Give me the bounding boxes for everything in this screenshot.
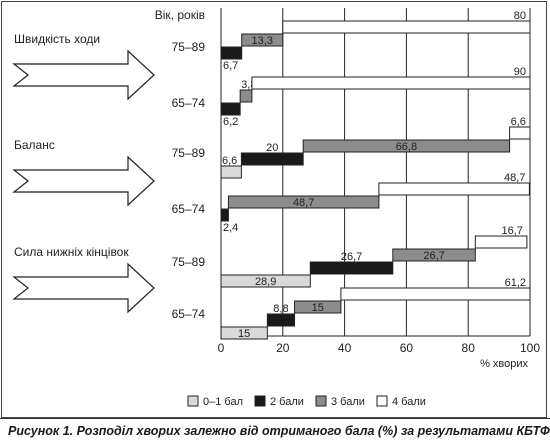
legend-label: 0–1 бал bbox=[203, 396, 243, 408]
data-label: 6,6 bbox=[511, 116, 526, 128]
age-group-label: 75–89 bbox=[172, 40, 206, 54]
data-label: 15 bbox=[312, 302, 324, 314]
bar-segment bbox=[220, 102, 241, 116]
bar-segment bbox=[220, 326, 268, 340]
data-label: 66,8 bbox=[396, 141, 417, 153]
bar-segment bbox=[378, 182, 530, 196]
data-label: 26,7 bbox=[423, 250, 444, 262]
legend-label: 2 бали bbox=[270, 396, 304, 408]
bar-segment bbox=[220, 208, 229, 222]
data-label: 6,2 bbox=[223, 116, 238, 128]
group-arrow-icon bbox=[12, 155, 155, 207]
group-label: Швидкість ходи bbox=[14, 32, 100, 46]
legend-swatch bbox=[254, 395, 266, 407]
x-tick-label: 100 bbox=[520, 341, 540, 355]
bar-segment bbox=[241, 33, 284, 47]
legend-label: 4 бали bbox=[392, 396, 426, 408]
data-label: 2,4 bbox=[223, 222, 238, 234]
group-label: Баланс bbox=[14, 138, 55, 152]
data-label: 26,7 bbox=[341, 251, 362, 263]
caption-separator bbox=[0, 418, 550, 419]
figure-caption: Рисунок 1. Розподіл хворих залежно від о… bbox=[8, 424, 550, 438]
data-label: 61,2 bbox=[505, 277, 526, 289]
bar-segment bbox=[227, 195, 380, 209]
group-arrow-icon bbox=[12, 262, 155, 314]
age-group-label: 65–74 bbox=[172, 96, 206, 110]
bar-segment bbox=[240, 152, 304, 166]
legend-swatch bbox=[187, 395, 199, 407]
bar-segment bbox=[509, 126, 531, 140]
data-label: 48,7 bbox=[504, 172, 525, 184]
data-label: 90 bbox=[514, 66, 526, 78]
data-label: 16,7 bbox=[501, 225, 522, 237]
bar-segment bbox=[266, 313, 296, 327]
bar-segment bbox=[474, 235, 528, 249]
data-label: 8,8 bbox=[273, 303, 288, 315]
age-group-label: 75–89 bbox=[172, 255, 206, 269]
data-label: 80 bbox=[514, 10, 526, 22]
data-label: 48,7 bbox=[293, 197, 314, 209]
x-tick-label: 60 bbox=[400, 341, 414, 355]
x-tick-label: 20 bbox=[276, 341, 290, 355]
bar-segment bbox=[239, 89, 253, 103]
legend-swatch bbox=[376, 395, 388, 407]
bar-segment bbox=[309, 261, 394, 275]
data-label: 6,7 bbox=[223, 60, 238, 72]
legend-swatch bbox=[315, 395, 327, 407]
age-group-label: 65–74 bbox=[172, 202, 206, 216]
legend-label: 3 бали bbox=[331, 396, 365, 408]
data-label: 28,9 bbox=[255, 276, 276, 288]
x-tick-label: 0 bbox=[218, 341, 225, 355]
data-label: 20 bbox=[266, 142, 278, 154]
age-group-label: 75–89 bbox=[172, 146, 206, 160]
group-arrow-icon bbox=[12, 49, 155, 101]
bar-segment bbox=[220, 274, 311, 288]
bar-segment bbox=[220, 46, 243, 60]
x-axis-title: % хворих bbox=[480, 358, 528, 370]
bar-segment bbox=[220, 165, 242, 179]
data-label: 6,6 bbox=[222, 155, 237, 167]
age-group-label: 65–74 bbox=[172, 307, 206, 321]
figure-frame bbox=[1, 1, 547, 418]
age-axis-title: Вік, років bbox=[155, 8, 205, 22]
data-label: 13,3 bbox=[252, 35, 273, 47]
bar-segment bbox=[282, 20, 531, 34]
group-label: Сила нижніх кінцівок bbox=[14, 245, 129, 259]
bar-segment bbox=[340, 287, 531, 301]
x-tick-label: 80 bbox=[462, 341, 476, 355]
x-tick-label: 40 bbox=[338, 341, 352, 355]
bar-segment bbox=[251, 76, 531, 90]
bar-segment bbox=[392, 248, 476, 262]
bar-segment bbox=[302, 139, 511, 153]
bar-segment bbox=[294, 300, 342, 314]
data-label: 15 bbox=[238, 328, 250, 340]
